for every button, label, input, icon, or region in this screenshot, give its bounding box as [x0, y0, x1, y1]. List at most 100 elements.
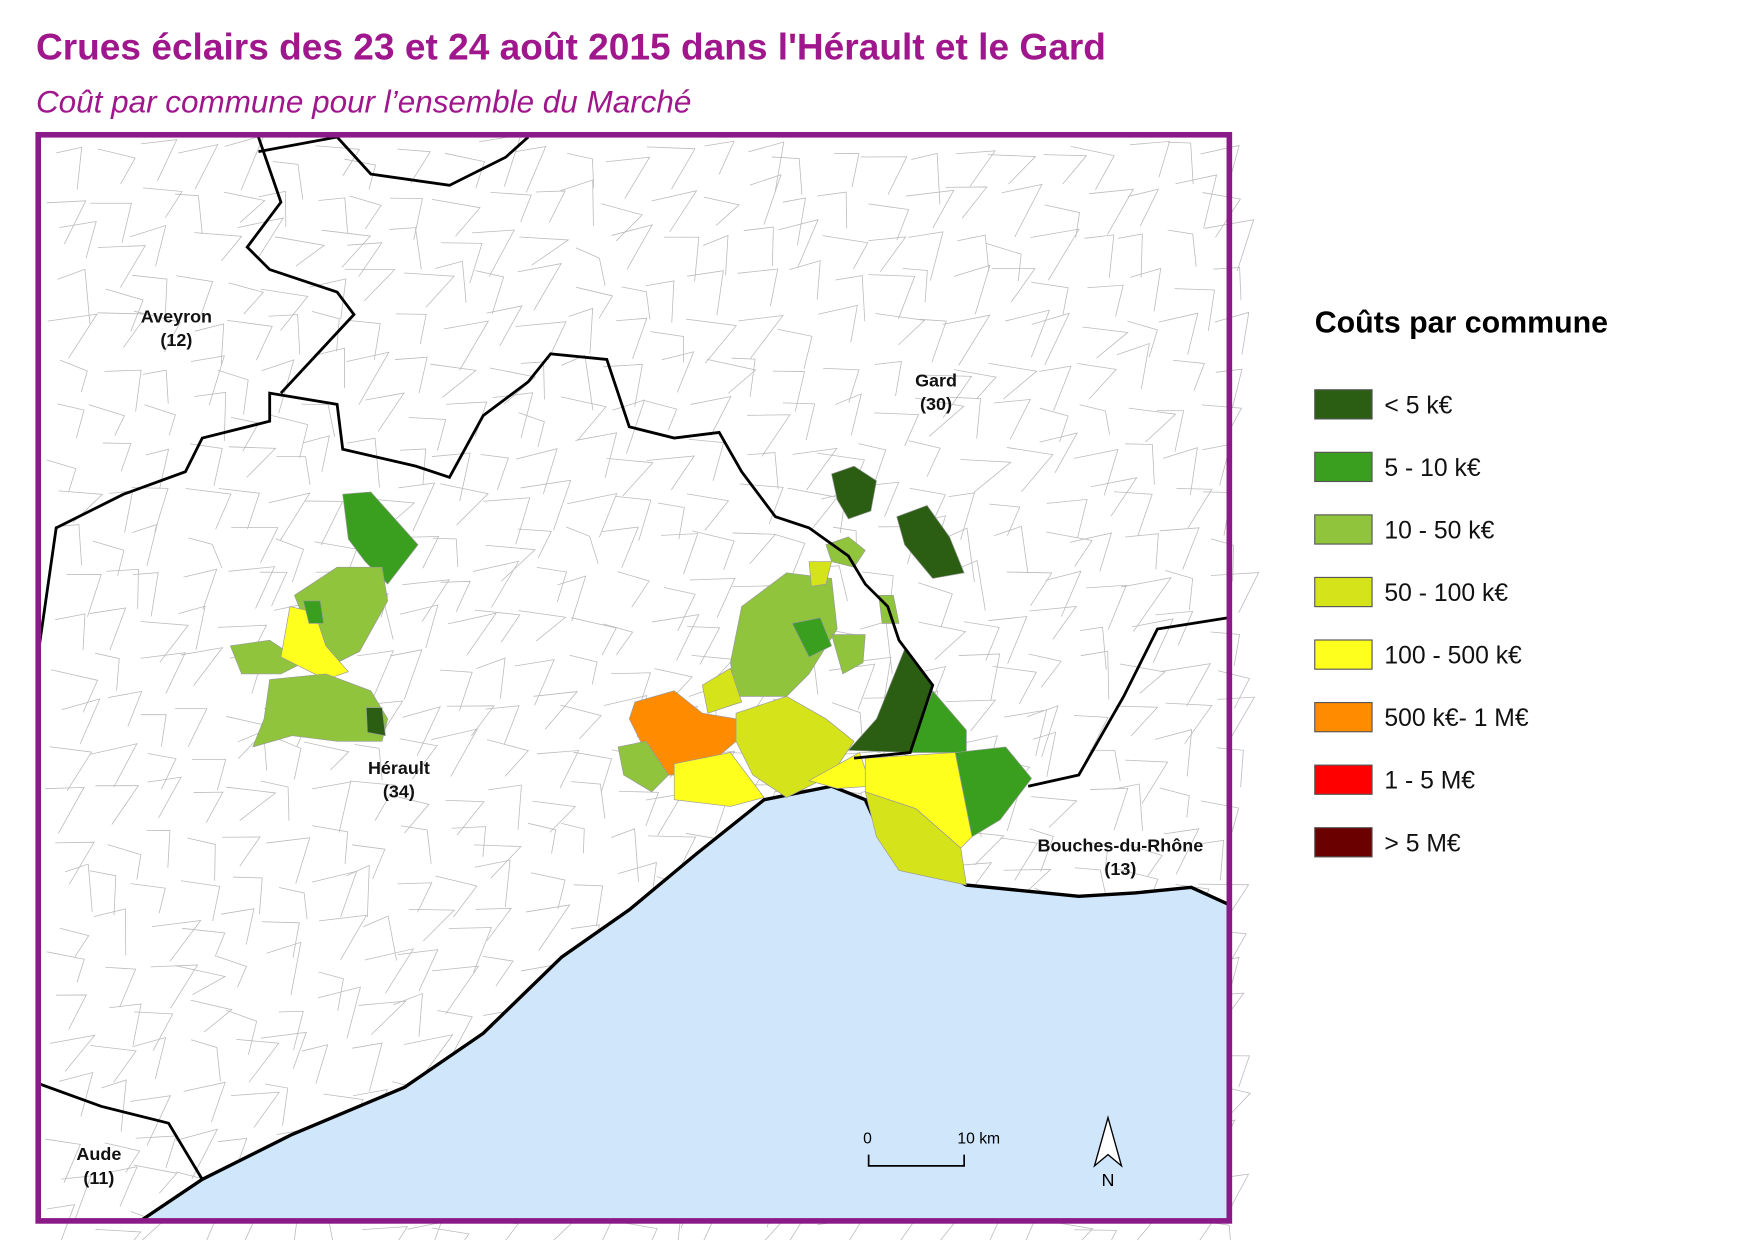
- commune-line: [792, 447, 838, 491]
- commune-line: [140, 139, 178, 181]
- commune-line: [485, 544, 536, 582]
- commune-line: [397, 949, 439, 992]
- commune-line: [226, 1009, 258, 1055]
- commune-line: [402, 706, 441, 756]
- commune-line: [228, 446, 277, 478]
- commune-line: [107, 690, 143, 727]
- commune-line: [963, 621, 1000, 661]
- commune-line: [1000, 837, 1038, 881]
- commune-line: [918, 621, 967, 660]
- commune-line: [1155, 610, 1194, 646]
- commune-line: [1046, 498, 1088, 538]
- commune-line: [485, 705, 520, 745]
- commune-line: [55, 146, 83, 190]
- commune-line: [611, 828, 639, 882]
- commune-line: [737, 268, 779, 307]
- commune-line: [948, 492, 975, 540]
- commune-line: [621, 1221, 658, 1240]
- commune-line: [483, 955, 514, 987]
- commune-line: [64, 863, 93, 912]
- commune-line: [1090, 477, 1138, 517]
- commune-line: [987, 154, 1037, 185]
- commune-line: [389, 197, 423, 240]
- commune-line: [144, 404, 176, 436]
- commune-line: [560, 396, 607, 441]
- commune-line: [61, 1175, 92, 1223]
- commune-line: [874, 412, 920, 447]
- commune-line: [858, 443, 887, 486]
- commune-line: [50, 1034, 96, 1072]
- commune-line: [435, 260, 467, 303]
- commune-line: [188, 537, 223, 569]
- commune-line: [1213, 267, 1242, 301]
- commune-line: [407, 1221, 442, 1240]
- commune-line: [134, 310, 181, 353]
- commune-line: [261, 921, 300, 958]
- commune-line: [1175, 174, 1218, 228]
- commune-line: [145, 448, 170, 489]
- commune-line: [704, 140, 735, 175]
- commune-line: [140, 714, 167, 747]
- commune-line: [1080, 650, 1110, 700]
- commune-line: [143, 187, 183, 218]
- commune-line: [1029, 828, 1054, 872]
- legend: < 5 k€ 5 - 10 k€ 10 - 50 k€ 50 - 100 k€ 100 …: [1314, 389, 1529, 858]
- commune-line: [1087, 284, 1124, 317]
- commune-line: [490, 191, 532, 222]
- commune-line: [606, 457, 654, 497]
- commune-line: [874, 360, 902, 396]
- commune-line: [105, 966, 137, 1008]
- commune-line: [393, 992, 423, 1037]
- commune-line: [175, 965, 227, 996]
- commune-line: [46, 1204, 76, 1240]
- commune-line: [441, 242, 483, 284]
- commune-line: [260, 571, 288, 607]
- commune-line: [194, 232, 243, 262]
- commune-line: [45, 1138, 81, 1183]
- commune-line: [958, 653, 1001, 701]
- commune-line: [476, 657, 506, 699]
- commune-line: [692, 530, 735, 571]
- commune-line: [318, 971, 344, 1011]
- commune-line: [259, 190, 287, 227]
- commune-line: [408, 908, 456, 942]
- commune-line: [664, 236, 700, 282]
- legend-label: 500 k€- 1 M€: [1384, 705, 1528, 732]
- commune-line: [1089, 787, 1129, 831]
- commune-line: [823, 367, 860, 403]
- commune-line: [1158, 312, 1199, 355]
- commune-line: [657, 502, 685, 540]
- commune-line: [105, 288, 144, 332]
- commune-line: [274, 236, 326, 267]
- map-frame: [35, 131, 1233, 1224]
- commune-line: [1112, 783, 1143, 832]
- commune-line: [269, 414, 309, 459]
- commune-line: [650, 331, 684, 363]
- commune-line: [395, 313, 427, 345]
- commune-line: [1162, 447, 1198, 496]
- commune-line: [532, 800, 577, 833]
- commune-line: [535, 190, 566, 223]
- commune-line: [643, 399, 678, 431]
- commune-line: [1032, 731, 1057, 777]
- commune: [825, 536, 866, 568]
- commune-line: [311, 310, 340, 352]
- commune-line: [146, 830, 171, 868]
- commune-line: [143, 369, 169, 404]
- commune-line: [185, 488, 232, 530]
- commune-line: [106, 568, 139, 609]
- commune-line: [107, 1166, 138, 1207]
- commune-line: [237, 217, 285, 258]
- commune-line: [1128, 407, 1177, 443]
- commune-line: [1168, 141, 1194, 185]
- commune-line: [104, 369, 142, 412]
- commune-line: [868, 274, 916, 320]
- commune-line: [654, 668, 693, 699]
- commune-line: [789, 260, 821, 300]
- commune-line: [988, 616, 1028, 664]
- commune-line: [444, 320, 490, 371]
- commune-line: [402, 579, 450, 623]
- commune-line: [389, 794, 430, 834]
- commune-line: [194, 391, 227, 442]
- commune-line: [399, 448, 427, 485]
